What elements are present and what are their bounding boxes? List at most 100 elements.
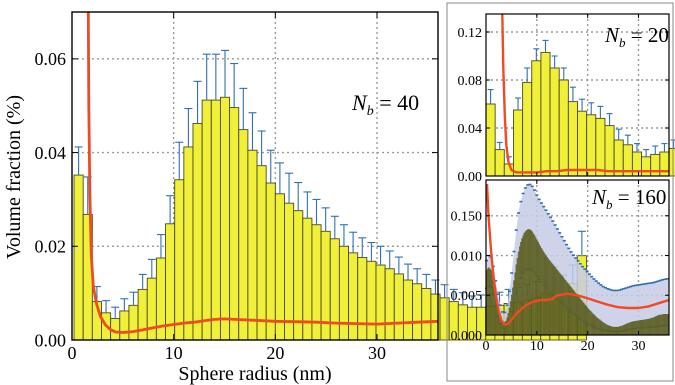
uncertainty-band: [486, 184, 669, 332]
histogram-bar: [519, 246, 521, 336]
histogram-bar: [652, 317, 655, 336]
histogram-bar: [592, 313, 594, 336]
histogram-bar: [585, 305, 587, 336]
histogram-bar: [636, 320, 639, 336]
histogram-bar: [128, 304, 139, 341]
histogram-bar: [265, 182, 276, 341]
histogram-bar: [594, 315, 596, 336]
histogram-bar: [577, 110, 588, 177]
histogram-bar: [596, 317, 599, 336]
y-tick-label: 0.04: [458, 122, 483, 137]
inset-bottom-annotation: Nb = 160: [591, 185, 666, 212]
inset-top-annotation: Nb = 20: [604, 23, 669, 50]
histogram-bar: [558, 79, 569, 177]
x-tick-label: 20: [266, 343, 284, 363]
histogram-bar: [531, 60, 542, 177]
histogram-bar: [547, 258, 550, 336]
histogram-bar: [649, 318, 651, 336]
histogram-bar: [137, 288, 148, 341]
y-tick-label: 0.00: [458, 170, 483, 185]
y-tick-label: 0.00: [35, 330, 67, 350]
histogram-bar: [165, 223, 176, 341]
histogram-bar: [560, 274, 562, 336]
histogram-bar: [229, 107, 240, 341]
histogram-bar: [256, 165, 267, 341]
histogram-bar: [650, 318, 652, 336]
histogram-bar: [284, 202, 295, 341]
inset-top-error-bars: [487, 39, 675, 164]
y-tick-label: 0.08: [458, 74, 483, 89]
histogram-bar: [589, 311, 592, 336]
histogram-bar: [201, 99, 212, 341]
histogram-bar: [505, 320, 507, 336]
histogram-bar: [604, 323, 607, 336]
histogram-bar: [402, 279, 414, 341]
histogram-bar: [515, 264, 518, 336]
y-tick-label: 0.04: [35, 143, 67, 163]
histogram-bar: [602, 322, 604, 336]
histogram-bar: [634, 321, 636, 336]
histogram-bar: [641, 319, 643, 336]
histogram-bar: [575, 292, 577, 336]
histogram-bar: [513, 109, 524, 177]
histogram-bar: [520, 242, 522, 336]
histogram-bar: [554, 267, 556, 336]
model-curve: [501, 13, 669, 174]
histogram-bar: [146, 277, 157, 341]
histogram-bar: [581, 301, 584, 336]
main-axis-ticks: 0 10 20 30 0.00 0.02 0.04 0.06: [35, 12, 438, 363]
inset-bottom-axis-ticks: 0 10 20 30 0.000 0.005 0.010 0.150: [451, 180, 669, 354]
histogram-bar: [517, 251, 520, 336]
histogram-bar: [576, 294, 578, 336]
histogram-bar: [595, 117, 606, 177]
histogram-bar: [641, 156, 652, 177]
main-model-curve: [86, 11, 439, 334]
histogram-bar: [546, 257, 548, 336]
histogram-bar: [608, 325, 610, 336]
histogram-bar: [628, 322, 631, 336]
histogram-bar: [567, 282, 569, 336]
histogram-bar: [567, 101, 578, 177]
histogram-bar: [384, 268, 395, 341]
histogram-bar: [610, 326, 612, 336]
histogram-bar: [604, 125, 615, 177]
histogram-bar: [607, 325, 609, 336]
histogram-bar: [609, 325, 611, 336]
histogram-bar: [642, 319, 644, 336]
histogram-bar: [238, 129, 249, 341]
histogram-bar: [584, 304, 586, 336]
histogram-bar: [565, 281, 568, 336]
histogram-bar: [522, 235, 524, 336]
histogram-bar: [664, 314, 666, 336]
histogram-bar: [623, 325, 625, 336]
histogram-bar: [657, 315, 659, 336]
histogram-bar: [119, 310, 130, 341]
histogram-bar: [541, 250, 544, 336]
histogram-bar: [543, 251, 545, 336]
histogram-bar: [621, 325, 624, 336]
histogram-bar: [658, 314, 660, 336]
histogram-bar: [586, 114, 597, 177]
histogram-bar: [629, 322, 632, 336]
histogram-bar: [509, 301, 512, 336]
x-tick-label: 0: [68, 343, 77, 363]
histogram-bar: [635, 320, 638, 336]
inset-top-model-curve: [501, 13, 669, 174]
histogram-bar: [348, 252, 359, 341]
histogram-bar: [593, 314, 595, 336]
histogram-bar: [562, 277, 564, 336]
inset-container-border: [446, 2, 674, 382]
histogram-bar: [513, 280, 515, 336]
histogram-bar: [557, 271, 560, 336]
histogram-bar: [540, 51, 551, 177]
inset-top-frame: [485, 13, 670, 177]
histogram-bar: [555, 268, 558, 336]
histogram-bar: [595, 316, 598, 336]
histogram-bar: [665, 314, 667, 336]
histogram-bar: [521, 238, 523, 336]
histogram-bar: [627, 322, 630, 336]
histogram-bar: [545, 255, 547, 336]
histogram-bar: [490, 269, 492, 336]
histogram-bar: [536, 239, 538, 336]
histogram-bar: [514, 272, 516, 336]
